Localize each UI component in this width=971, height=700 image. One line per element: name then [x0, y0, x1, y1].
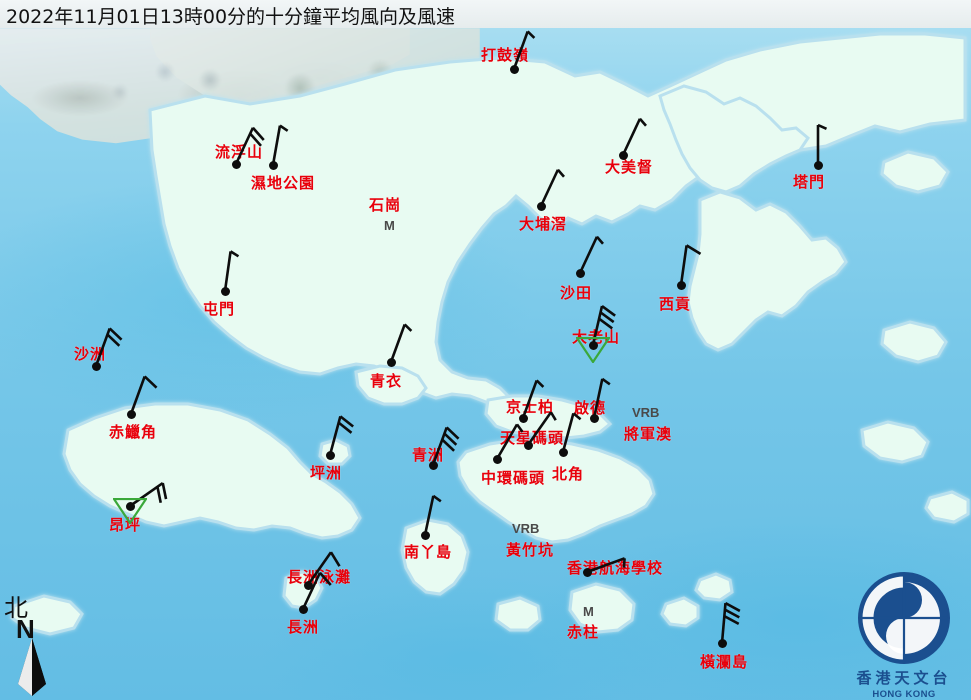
- station-dot: [220, 286, 230, 296]
- hko-emblem-icon: [858, 572, 950, 664]
- station-dot: [717, 638, 727, 648]
- station-label: 沙田: [560, 284, 593, 302]
- station-dot: [558, 447, 568, 457]
- station-dot: [420, 530, 430, 540]
- station-label: 橫瀾島: [700, 653, 749, 671]
- hko-logo-en: HONG KONG OBSERVATORY: [872, 689, 936, 700]
- station-label: 赤鱲角: [109, 423, 158, 441]
- station-label: 打鼓嶺: [481, 46, 530, 64]
- station-status-note: M: [583, 604, 594, 619]
- station-dot: [298, 604, 308, 614]
- station-label: 坪洲: [310, 464, 343, 482]
- station-dot: [582, 567, 592, 577]
- station-dot: [492, 454, 502, 464]
- station-label: 西貢: [659, 295, 692, 313]
- station-dot: [813, 160, 823, 170]
- compass-north-en: N: [16, 614, 35, 644]
- station-status-note: VRB: [632, 405, 660, 420]
- station-label: 黃竹坑: [506, 541, 555, 559]
- station-dot: [268, 160, 278, 170]
- station-label: 大埔滘: [519, 215, 568, 233]
- compass-north-cn: 北: [4, 594, 28, 622]
- hko-logo-cn: 香港天文台: [856, 669, 952, 687]
- station-label: 中環碼頭: [481, 469, 546, 487]
- high-level-station-marker: [111, 497, 149, 529]
- station-label: 南丫島: [404, 543, 453, 561]
- station-label: 北角: [552, 465, 585, 483]
- page-title: 2022年11月01日13時00分的十分鐘平均風向及風速: [6, 6, 456, 28]
- station-label: 塔門: [793, 173, 826, 191]
- station-dot: [91, 361, 101, 371]
- station-label: 京士柏: [506, 398, 555, 416]
- station-label: 屯門: [203, 300, 236, 318]
- high-level-station-marker: [574, 336, 612, 368]
- station-dot: [303, 580, 313, 590]
- compass-rose: 北 N: [2, 588, 62, 698]
- station-dot: [509, 64, 519, 74]
- station-dot: [386, 357, 396, 367]
- station-dot: [231, 159, 241, 169]
- station-dot: [523, 440, 533, 450]
- station-label: 將軍澳: [624, 425, 673, 443]
- station-label: 濕地公園: [251, 174, 316, 192]
- station-dot: [536, 201, 546, 211]
- title-bar: [0, 0, 971, 28]
- station-dot: [428, 460, 438, 470]
- station-label: 流浮山: [215, 143, 264, 161]
- station-dot: [588, 340, 598, 350]
- station-label: 沙洲: [74, 345, 107, 363]
- station-dot: [126, 409, 136, 419]
- station-label: 石崗: [369, 196, 402, 214]
- station-label: 赤柱: [567, 623, 600, 641]
- north-arrow-icon: [18, 638, 46, 696]
- station-label: 青衣: [370, 372, 403, 390]
- hko-logo: 香港天文台 HONG KONG OBSERVATORY: [841, 570, 967, 700]
- station-dot: [589, 413, 599, 423]
- station-dot: [575, 268, 585, 278]
- station-label: 長洲: [287, 618, 320, 636]
- station-dot: [518, 413, 528, 423]
- station-status-note: VRB: [512, 521, 540, 536]
- station-status-note: M: [384, 218, 395, 233]
- station-dot: [125, 501, 135, 511]
- station-dot: [618, 150, 628, 160]
- station-dot: [676, 280, 686, 290]
- station-label: 大美督: [605, 158, 654, 176]
- station-dot: [325, 450, 335, 460]
